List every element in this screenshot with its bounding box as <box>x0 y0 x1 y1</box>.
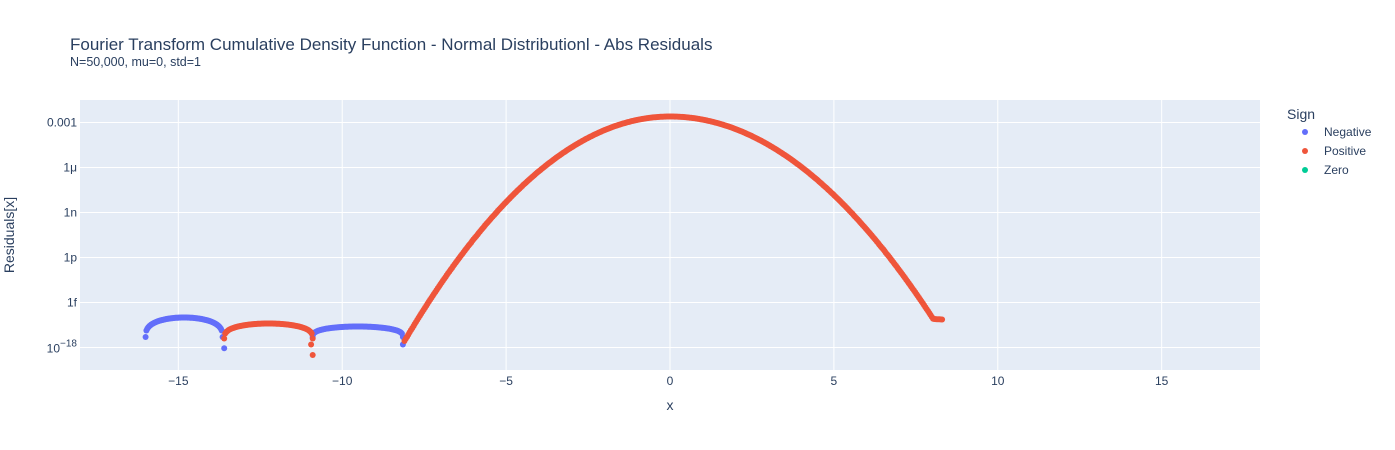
legend-marker-zero <box>1302 167 1308 173</box>
point-positive <box>309 335 316 342</box>
y-tick-label: 1n <box>64 206 77 220</box>
legend-label-zero: Zero <box>1324 163 1349 177</box>
point-negative <box>221 345 228 352</box>
x-tick-label: 5 <box>831 374 838 388</box>
x-tick-label: −5 <box>499 374 513 388</box>
y-tick-label: 1f <box>67 296 78 310</box>
x-tick-label: 0 <box>667 374 674 388</box>
x-axis-ticks: −15 −10 −5 0 5 10 15 <box>168 374 1169 388</box>
x-tick-label: −10 <box>332 374 353 388</box>
legend-title: Sign <box>1287 106 1315 122</box>
y-tick-label-exponent: 10−18 <box>47 339 78 356</box>
legend: Sign Negative Positive Zero <box>1287 106 1372 177</box>
x-tick-label: −15 <box>168 374 189 388</box>
legend-label-positive: Positive <box>1324 144 1366 158</box>
y-axis-title: Residuals[x] <box>1 197 17 273</box>
legend-marker-positive <box>1302 148 1308 154</box>
x-tick-label: 15 <box>1155 374 1169 388</box>
x-tick-label: 10 <box>991 374 1005 388</box>
legend-label-negative: Negative <box>1324 125 1372 139</box>
point-positive <box>309 352 316 358</box>
grid <box>80 100 1260 370</box>
point-positive <box>308 341 315 348</box>
chart-title: Fourier Transform Cumulative Density Fun… <box>70 35 712 54</box>
point-negative <box>142 334 149 340</box>
x-axis-title: x <box>667 397 674 413</box>
data-points <box>142 113 946 358</box>
point-positive <box>221 335 228 342</box>
point-positive <box>939 316 946 323</box>
y-tick-label: 1μ <box>63 161 77 175</box>
legend-marker-negative <box>1302 129 1308 135</box>
y-tick-label: 1p <box>64 251 78 265</box>
y-axis-ticks: 0.001 1μ 1n 1p 1f 10−18 <box>47 116 78 356</box>
y-tick-label: 0.001 <box>47 116 77 130</box>
chart-subtitle: N=50,000, mu=0, std=1 <box>70 55 201 69</box>
point-positive <box>308 330 315 337</box>
